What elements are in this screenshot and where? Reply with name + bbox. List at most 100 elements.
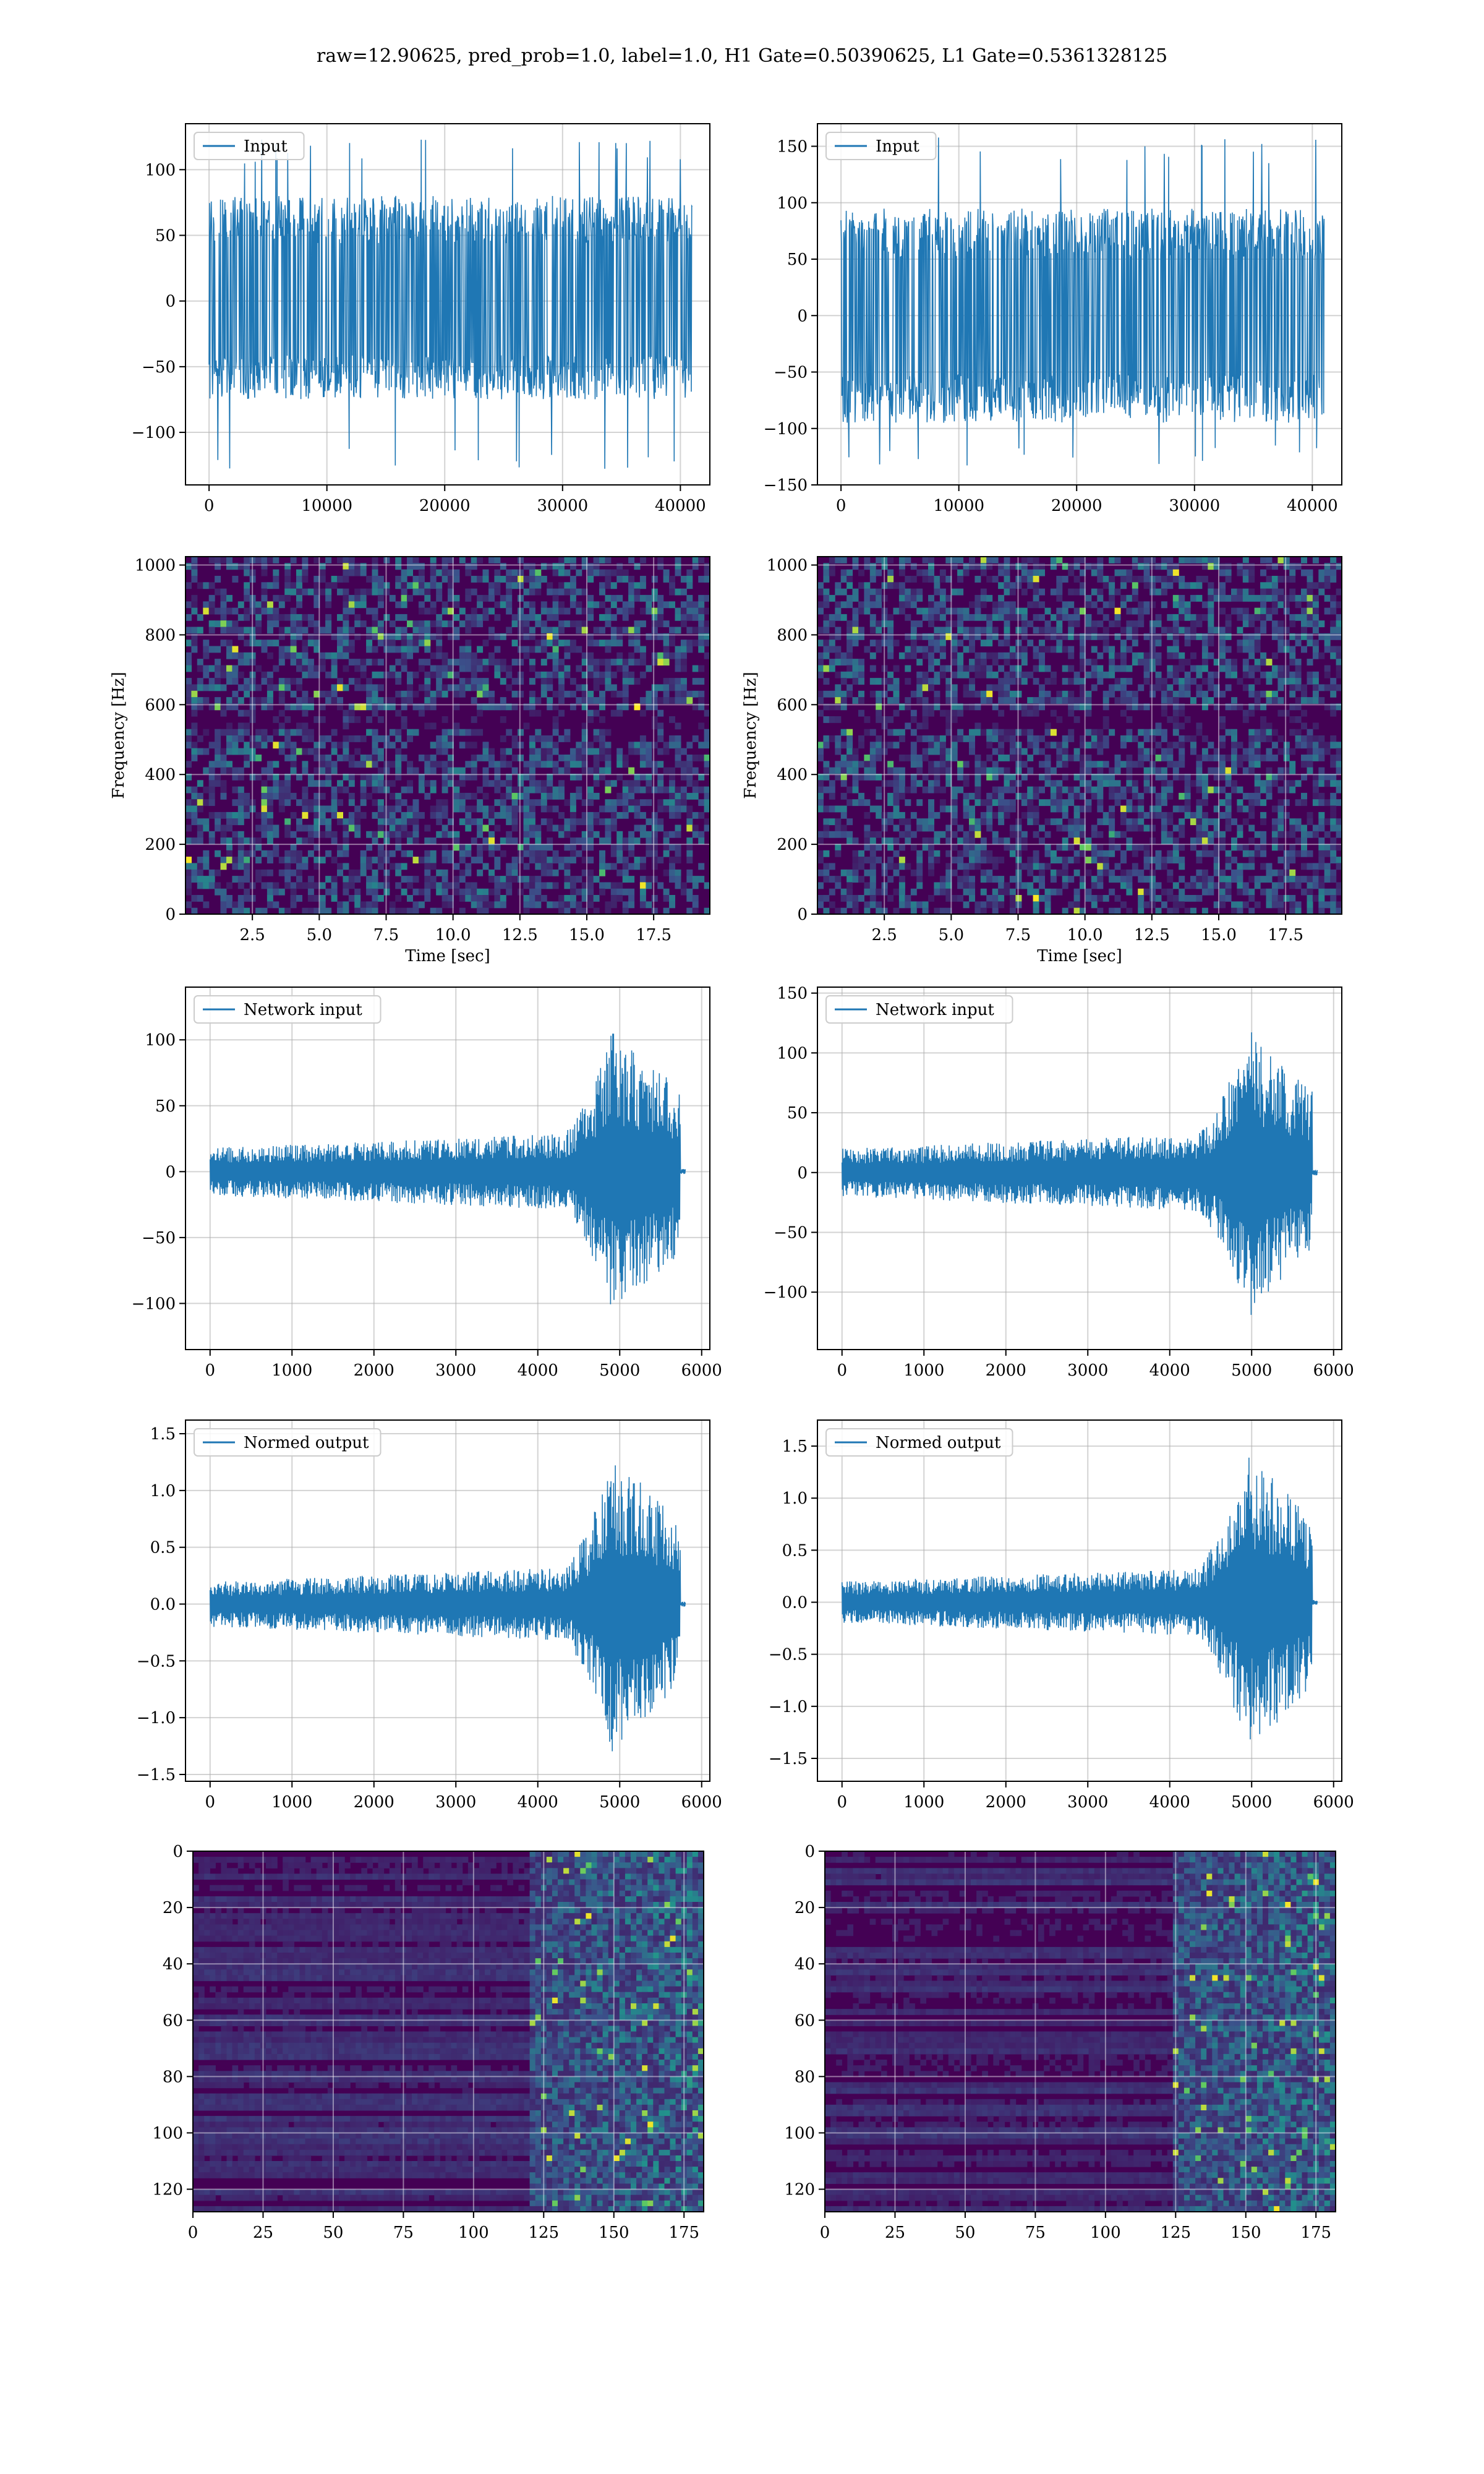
x-tick-label: 5000 xyxy=(599,1793,640,1812)
x-tick-label: 100 xyxy=(458,2224,489,2242)
x-tick-label: 1000 xyxy=(903,1361,944,1380)
axes-frame xyxy=(817,1419,1342,1782)
y-tick-label: 120 xyxy=(784,2181,815,2199)
y-tick-label: 20 xyxy=(795,1899,815,1917)
x-tick-label: 2000 xyxy=(986,1361,1026,1380)
y-tick-label: 1000 xyxy=(135,557,176,575)
legend-box xyxy=(825,132,937,160)
y-tick-label: 0.0 xyxy=(150,1596,176,1614)
y-tick-label: 60 xyxy=(795,2011,815,2030)
axes-frame xyxy=(185,987,710,1350)
y-tick-label: 50 xyxy=(155,1097,176,1116)
y-tick-label: 50 xyxy=(787,250,808,269)
legend-label: Input xyxy=(876,137,919,156)
x-tick-label: 3000 xyxy=(1067,1361,1108,1380)
x-tick-label: 10.0 xyxy=(435,926,471,944)
legend-label: Input xyxy=(244,137,288,156)
y-tick-label: −100 xyxy=(132,1295,176,1313)
x-tick-label: 5000 xyxy=(1231,1793,1272,1812)
y-tick-label: 0.5 xyxy=(150,1539,176,1557)
legend-label: Normed output xyxy=(244,1434,369,1452)
y-tick-label: 1000 xyxy=(767,557,808,575)
x-tick-label: 10.0 xyxy=(1067,926,1103,944)
y-tick-label: 600 xyxy=(777,696,808,714)
chart-panel-normed_output_l1: 0 1000 2000 3000 4000 5000 6000 1.5 1.0 0.5 0.0 −0.… xyxy=(769,1419,1354,1812)
figure-title: raw=12.90625, pred_prob=1.0, label=1.0, … xyxy=(317,45,1167,67)
y-tick-label: 80 xyxy=(795,2068,815,2086)
x-tick-label: 2000 xyxy=(986,1793,1026,1812)
y-tick-label: 150 xyxy=(777,138,808,156)
heatmap-cells xyxy=(186,557,710,915)
chart-panel-spectrogram_h1: 2.5 5.0 7.5 10.0 12.5 15.0 17.5 0 200 400 600 800 10… xyxy=(109,556,710,965)
y-tick-label: 400 xyxy=(145,766,176,784)
x-tick-label: 0 xyxy=(820,2224,830,2242)
chart-panel-spectrogram_l1: 2.5 5.0 7.5 10.0 12.5 15.0 17.5 0 200 400 600 800 10… xyxy=(741,556,1342,965)
x-tick-label: 0 xyxy=(836,497,846,515)
series-line xyxy=(842,1457,1318,1740)
y-tick-label: −0.5 xyxy=(769,1646,808,1664)
x-tick-label: 0 xyxy=(188,2224,198,2242)
x-tick-label: 15.0 xyxy=(1201,926,1237,944)
y-tick-label: 40 xyxy=(163,1955,183,1974)
x-tick-label: 0 xyxy=(205,1361,215,1380)
x-tick-label: 1000 xyxy=(903,1793,944,1812)
y-tick-label: −1.5 xyxy=(769,1750,808,1768)
series-line xyxy=(842,1032,1318,1315)
x-tick-label: 100 xyxy=(1090,2224,1121,2242)
x-tick-label: 50 xyxy=(955,2224,975,2242)
x-tick-label: 7.5 xyxy=(1005,926,1031,944)
axes-frame xyxy=(185,556,710,915)
x-tick-label: 10000 xyxy=(933,497,984,515)
y-tick-label: 0.0 xyxy=(782,1594,808,1612)
axes-frame xyxy=(817,556,1342,915)
x-tick-label: 4000 xyxy=(1149,1361,1190,1380)
chart-panel-network_input_h1: 0 1000 2000 3000 4000 5000 6000 100 50 0 −50 −100 Ne… xyxy=(132,987,722,1380)
x-tick-label: 40000 xyxy=(655,497,706,515)
x-tick-label: 17.5 xyxy=(636,926,672,944)
x-tick-label: 30000 xyxy=(537,497,588,515)
x-tick-label: 125 xyxy=(1160,2224,1191,2242)
heatmap-cells xyxy=(825,1851,1336,2212)
legend-box xyxy=(825,1428,1013,1457)
y-tick-label: −1.0 xyxy=(769,1698,808,1716)
y-tick-label: 200 xyxy=(145,836,176,854)
chart-panel-network_input_l1: 0 1000 2000 3000 4000 5000 6000 150 100 50 0 −50 −10… xyxy=(764,985,1354,1380)
y-tick-label: 0 xyxy=(165,1163,176,1181)
x-tick-label: 5.0 xyxy=(939,926,964,944)
y-tick-label: 0 xyxy=(804,1843,815,1861)
series-line xyxy=(210,1465,686,1752)
y-tick-label: 80 xyxy=(163,2068,183,2086)
x-tick-label: 12.5 xyxy=(502,926,538,944)
y-axis-label: Frequency [Hz] xyxy=(741,672,760,799)
x-tick-label: 5000 xyxy=(1231,1361,1272,1380)
chart-panel-input_h1: 0 10000 20000 30000 40000 100 50 0 −50 −100 Input xyxy=(132,123,710,515)
legend-box xyxy=(194,995,382,1024)
x-tick-label: 5000 xyxy=(599,1361,640,1380)
x-tick-label: 10000 xyxy=(301,497,352,515)
x-tick-label: 2000 xyxy=(354,1793,394,1812)
x-tick-label: 0 xyxy=(837,1793,847,1812)
y-tick-label: 100 xyxy=(777,194,808,213)
x-tick-label: 3000 xyxy=(435,1361,476,1380)
axes-frame xyxy=(824,1851,1336,2212)
y-tick-label: −50 xyxy=(774,364,808,382)
x-tick-label: 0 xyxy=(205,1793,215,1812)
y-tick-label: 100 xyxy=(777,1044,808,1063)
y-tick-label: −50 xyxy=(774,1223,808,1242)
y-tick-label: −100 xyxy=(764,1283,808,1302)
y-tick-label: 100 xyxy=(784,2124,815,2142)
x-tick-label: 30000 xyxy=(1169,497,1220,515)
y-tick-label: 100 xyxy=(145,161,176,179)
y-axis-label: Frequency [Hz] xyxy=(109,672,128,799)
x-tick-label: 75 xyxy=(393,2224,414,2242)
x-tick-label: 12.5 xyxy=(1134,926,1170,944)
y-tick-label: 200 xyxy=(777,836,808,854)
legend-label: Normed output xyxy=(876,1434,1001,1452)
chart-panel-features_l1: 0 25 50 75 100 125 150 175 0 20 40 60 80 100 120 xyxy=(784,1843,1336,2242)
x-axis-label: Time [sec] xyxy=(1037,947,1122,965)
y-tick-label: 150 xyxy=(777,985,808,1003)
y-tick-label: 0 xyxy=(797,905,808,924)
y-tick-label: 0.5 xyxy=(782,1541,808,1560)
axes-frame xyxy=(185,1419,710,1782)
